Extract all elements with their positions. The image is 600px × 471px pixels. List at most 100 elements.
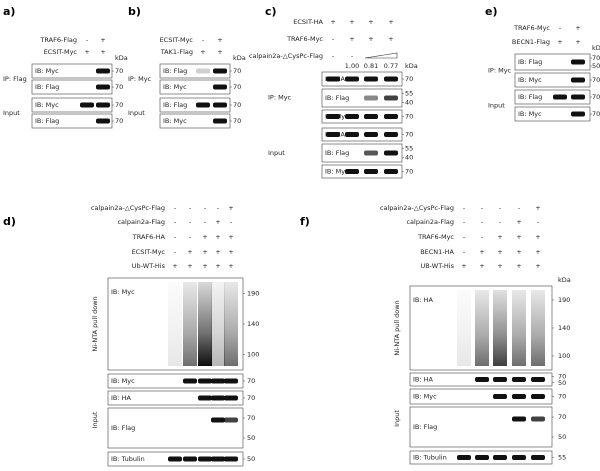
condition-sign: + xyxy=(228,262,233,270)
kda-header: kDa xyxy=(592,44,600,52)
blot-label: IB: Flag xyxy=(325,94,349,102)
blot-label: IB: Myc xyxy=(111,288,135,296)
kda-label: 140 xyxy=(558,324,570,332)
band xyxy=(384,132,398,137)
kda-label: 40 xyxy=(405,99,413,107)
condition-label: TRAF6-Myc xyxy=(513,24,550,32)
band xyxy=(512,377,526,382)
condition-sign: + xyxy=(557,38,562,46)
band xyxy=(364,132,378,137)
kda-label: 50 xyxy=(247,434,255,442)
condition-sign: - xyxy=(189,233,192,241)
blot-frame xyxy=(514,53,591,71)
condition-sign: + xyxy=(215,218,220,226)
band xyxy=(213,118,227,124)
band xyxy=(326,76,340,82)
kda-label: 70 xyxy=(115,101,123,109)
condition-sign: - xyxy=(559,24,562,32)
band xyxy=(224,378,238,384)
band xyxy=(475,377,489,382)
blot-label: IB: Myc xyxy=(35,67,59,75)
condition-sign: - xyxy=(174,204,177,212)
condition-sign: + xyxy=(187,262,192,270)
kda-label: 70 xyxy=(233,101,241,109)
blot-label: IB: Flag xyxy=(413,423,437,431)
band xyxy=(198,378,212,384)
condition-label: UB-WT-His xyxy=(420,262,454,270)
band xyxy=(196,102,210,108)
band xyxy=(531,394,545,399)
band xyxy=(183,456,197,462)
condition-sign: - xyxy=(204,218,207,226)
band xyxy=(168,456,182,462)
band xyxy=(213,68,227,74)
condition-label: calpain2a-△CysPc-Flag xyxy=(249,52,323,60)
kda-label: 50 xyxy=(558,379,566,387)
kda-label: 70 xyxy=(247,394,255,402)
band xyxy=(384,114,398,119)
kda-label: 70 xyxy=(592,110,600,118)
kda-label: 50 xyxy=(558,433,566,441)
group-label: IP: Flag xyxy=(3,75,27,83)
condition-sign: - xyxy=(481,204,484,212)
condition-sign: + xyxy=(516,233,521,241)
condition-sign: - xyxy=(518,204,521,212)
smear xyxy=(493,290,507,366)
kda-label: 70 xyxy=(247,377,255,385)
condition-label: TRAF6-Myc xyxy=(286,35,323,43)
blot-label: IB: Tubulin xyxy=(413,454,447,462)
condition-sign: - xyxy=(463,233,466,241)
condition-sign: + xyxy=(535,204,540,212)
condition-sign: + xyxy=(228,248,233,256)
blot-label: IB: HA xyxy=(413,296,434,304)
smear xyxy=(512,290,526,366)
blot-label: IB: Flag xyxy=(325,149,349,157)
kda-label: 70 xyxy=(115,83,123,91)
band xyxy=(196,68,210,74)
band xyxy=(224,395,238,401)
kda-header: kDa xyxy=(558,276,571,284)
quantification: 0.81 xyxy=(364,62,378,70)
panel-letter: d) xyxy=(3,215,16,228)
condition-sign: + xyxy=(535,262,540,270)
condition-sign: + xyxy=(100,36,105,44)
band xyxy=(345,169,359,174)
kda-label: 70 xyxy=(247,414,255,422)
condition-sign: - xyxy=(351,52,354,60)
condition-label: TRAF6-HA xyxy=(132,233,166,241)
condition-sign: + xyxy=(202,233,207,241)
band xyxy=(213,84,227,90)
kda-label: 70 xyxy=(592,93,600,101)
condition-sign: + xyxy=(217,48,222,56)
condition-sign: + xyxy=(479,262,484,270)
panel-letter: f) xyxy=(300,215,310,228)
condition-sign: + xyxy=(575,24,580,32)
condition-sign: + xyxy=(368,35,373,43)
condition-sign: + xyxy=(172,262,177,270)
smear xyxy=(224,282,238,366)
kda-label: 70 xyxy=(558,413,566,421)
kda-header: kDa xyxy=(115,54,128,62)
condition-label: ECSIT-HA xyxy=(293,18,323,26)
smear xyxy=(183,282,197,366)
band xyxy=(384,150,398,156)
kda-label: 70 xyxy=(115,117,123,125)
condition-label: calpain2a-Flag xyxy=(117,218,165,226)
group-label: Input xyxy=(128,109,145,117)
kda-label: 100 xyxy=(558,352,570,360)
condition-sign: - xyxy=(217,204,220,212)
condition-sign: - xyxy=(230,218,233,226)
smear xyxy=(457,290,471,366)
band xyxy=(96,84,110,90)
blot-frame xyxy=(321,143,403,163)
kda-label: 70 xyxy=(233,67,241,75)
kda-label: 70 xyxy=(405,131,413,139)
blot-label: IB: Flag xyxy=(35,83,59,91)
condition-sign: + xyxy=(215,248,220,256)
condition-sign: + xyxy=(215,262,220,270)
dose-wedge xyxy=(364,52,398,59)
condition-label: calpain2a-△CysPc-Flag xyxy=(380,204,454,212)
panel-letter: a) xyxy=(3,5,15,18)
condition-sign: - xyxy=(463,218,466,226)
band xyxy=(384,76,398,82)
